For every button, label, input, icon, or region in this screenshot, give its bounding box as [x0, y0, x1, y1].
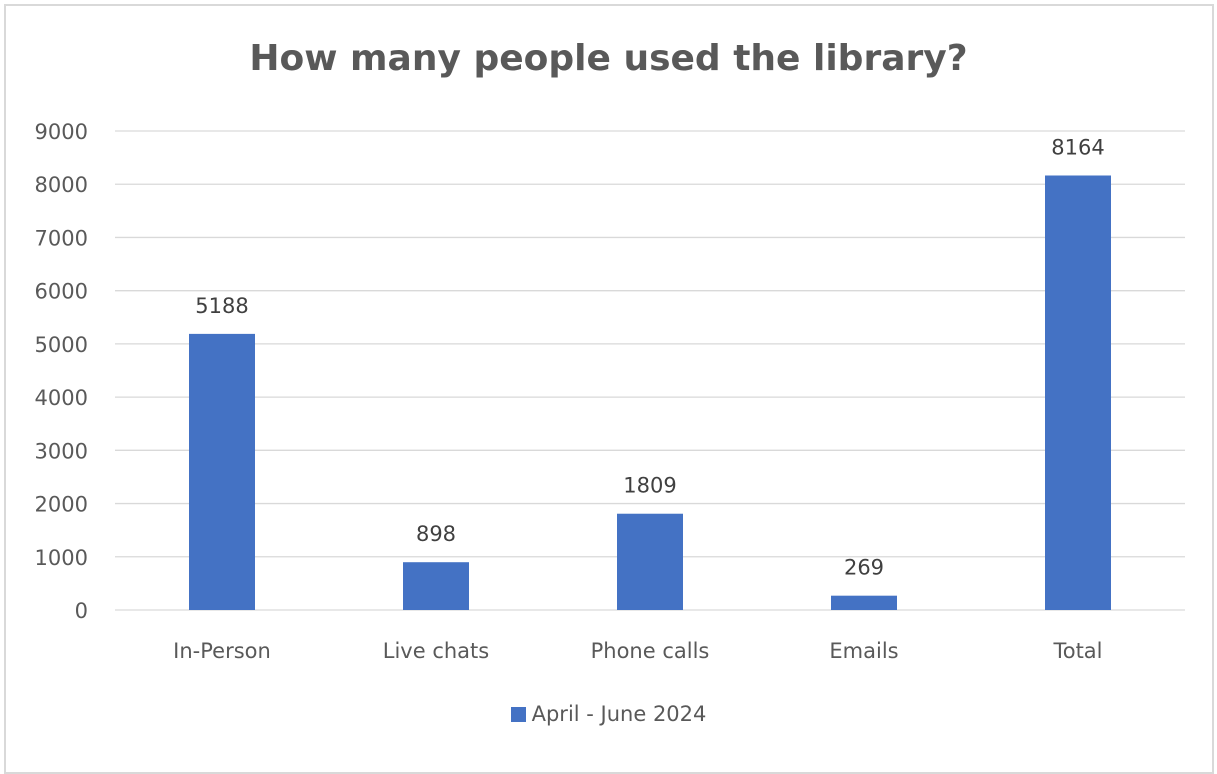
data-label: 898: [416, 522, 456, 546]
data-label: 1809: [623, 474, 676, 498]
bar-in-person: [189, 333, 255, 610]
x-tick-label: Total: [1052, 639, 1102, 663]
x-tick-label: Emails: [829, 639, 898, 663]
legend-swatch: [510, 706, 526, 722]
bar-phone-calls: [617, 513, 683, 610]
y-tick-label: 0: [75, 599, 88, 623]
bar-total: [1045, 175, 1111, 610]
y-tick-label: 5000: [35, 333, 88, 357]
legend: April - June 2024: [0, 702, 1217, 726]
y-tick-label: 3000: [35, 439, 88, 463]
legend-label: April - June 2024: [531, 702, 707, 726]
data-label: 5188: [195, 294, 248, 318]
bar-emails: [831, 595, 897, 610]
x-tick-label: In-Person: [173, 639, 271, 663]
y-tick-label: 2000: [35, 493, 88, 517]
y-tick-label: 4000: [35, 386, 88, 410]
y-tick-label: 6000: [35, 280, 88, 304]
chart-title: How many people used the library?: [249, 38, 968, 79]
x-tick-label: Live chats: [383, 639, 489, 663]
data-label: 269: [844, 556, 884, 580]
y-tick-label: 9000: [35, 120, 88, 144]
y-tick-label: 1000: [35, 546, 88, 570]
x-tick-label: Phone calls: [591, 639, 710, 663]
y-tick-label: 7000: [35, 226, 88, 250]
data-label: 8164: [1051, 135, 1104, 159]
bar-live-chats: [403, 562, 469, 610]
y-tick-label: 8000: [35, 173, 88, 197]
